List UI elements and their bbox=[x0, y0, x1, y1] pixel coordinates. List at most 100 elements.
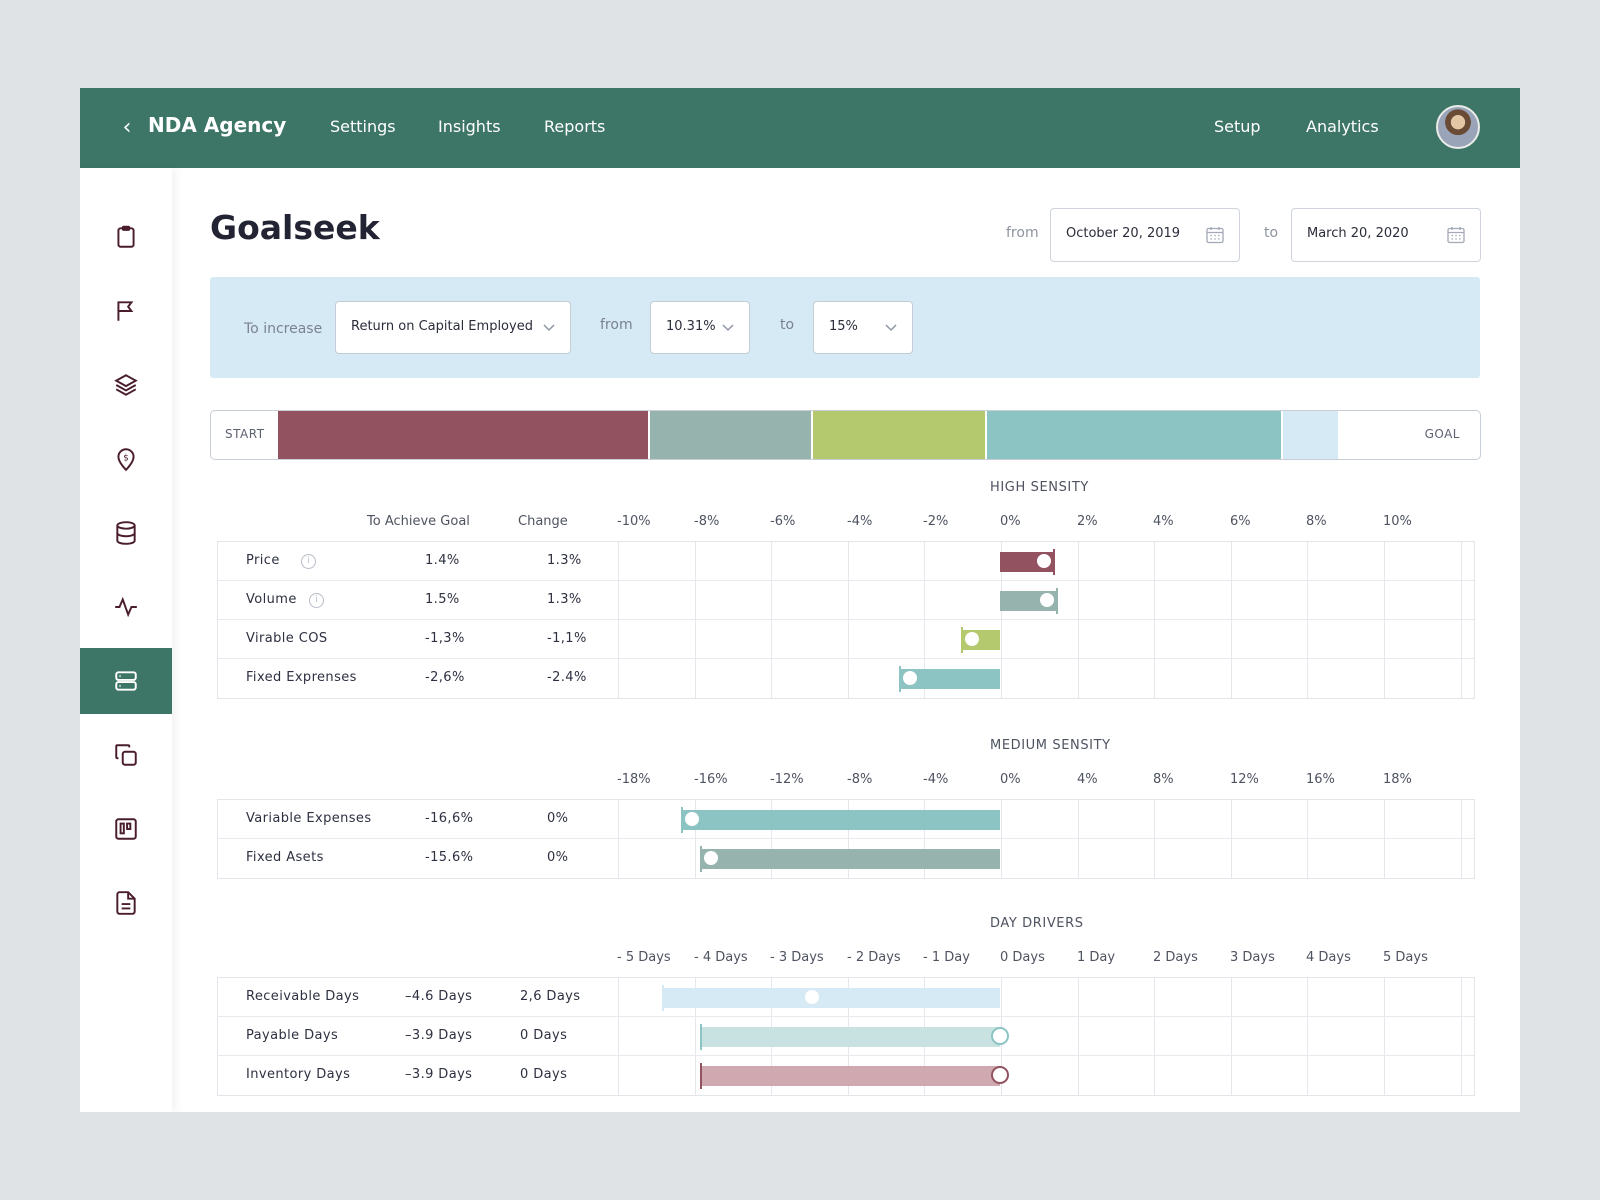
value-slider-knob[interactable] bbox=[1038, 591, 1056, 609]
row-label: Variable Expenses bbox=[246, 811, 372, 826]
calendar-icon[interactable] bbox=[1205, 225, 1225, 245]
value-slider-knob[interactable] bbox=[702, 849, 720, 867]
bar-end-marker bbox=[1056, 588, 1058, 614]
bar-end-marker bbox=[700, 846, 702, 872]
row-change-value: 0 Days bbox=[520, 1028, 568, 1043]
row-label: Payable Days bbox=[246, 1028, 339, 1043]
grid-line bbox=[1154, 542, 1155, 698]
grid-line bbox=[1307, 978, 1308, 1095]
info-icon[interactable]: i bbox=[301, 554, 316, 569]
value-slider-knob[interactable] bbox=[803, 988, 821, 1006]
axis-tick-label: -6% bbox=[770, 514, 796, 529]
bar-end-marker bbox=[1053, 549, 1055, 575]
calendar-icon[interactable] bbox=[1446, 225, 1466, 245]
info-icon[interactable]: i bbox=[309, 593, 324, 608]
grid-line bbox=[1154, 800, 1155, 878]
to-value-select[interactable]: 15% bbox=[813, 301, 913, 354]
axis-tick-label: 4% bbox=[1077, 772, 1098, 787]
axis-tick-label: 0% bbox=[1000, 514, 1021, 529]
date-to-field[interactable]: March 20, 2020 bbox=[1291, 208, 1481, 262]
table-row: Virable COS -1,3% -1,1% bbox=[218, 620, 1474, 659]
axis-tick-label: 1 Day bbox=[1077, 950, 1116, 965]
axis-tick-label: 4 Days bbox=[1306, 950, 1351, 965]
row-change-value: 2,6 Days bbox=[520, 989, 581, 1004]
section-title: DAY DRIVERS bbox=[990, 916, 1084, 931]
axis-tick-label: -8% bbox=[694, 514, 720, 529]
value-slider-knob[interactable] bbox=[683, 810, 701, 828]
row-achieve-value: 1.4% bbox=[425, 553, 460, 568]
sidebar-item-activity[interactable] bbox=[80, 574, 172, 640]
sidebar-item-layers[interactable] bbox=[80, 352, 172, 418]
grid-line bbox=[618, 542, 619, 698]
grid-line bbox=[1001, 800, 1002, 878]
axis-tick-label: 5 Days bbox=[1383, 950, 1428, 965]
grid-line bbox=[618, 978, 619, 1095]
board-icon bbox=[115, 818, 137, 840]
sidebar-item-database[interactable] bbox=[80, 500, 172, 566]
grid-line bbox=[1307, 542, 1308, 698]
grid-line bbox=[1231, 542, 1232, 698]
bar-end-marker bbox=[700, 1063, 702, 1089]
grid-line bbox=[1154, 978, 1155, 1095]
axis-tick-label: - 1 Day bbox=[923, 950, 970, 965]
axis-tick-label: 0% bbox=[1000, 772, 1021, 787]
table-row: Volume i 1.5% 1.3% bbox=[218, 581, 1474, 620]
row-achieve-value: –4.6 Days bbox=[405, 989, 473, 1004]
metric-value: Return on Capital Employed bbox=[351, 319, 533, 334]
table-row: Fixed Asets -15.6% 0% bbox=[218, 839, 1474, 878]
back-chevron-icon[interactable]: ‹ bbox=[122, 115, 132, 140]
row-change-value: 1.3% bbox=[547, 553, 582, 568]
nav-insights[interactable]: Insights bbox=[438, 117, 501, 136]
nav-settings[interactable]: Settings bbox=[330, 117, 396, 136]
grid-line bbox=[848, 800, 849, 878]
grid-line bbox=[618, 800, 619, 878]
grid-line bbox=[848, 542, 849, 698]
sidebar-item-flag[interactable] bbox=[80, 278, 172, 344]
row-label: Price bbox=[246, 553, 280, 568]
metric-select[interactable]: Return on Capital Employed bbox=[335, 301, 571, 354]
sidebar-item-location[interactable]: $ bbox=[80, 426, 172, 492]
from-value-select[interactable]: 10.31% bbox=[650, 301, 750, 354]
nav-analytics[interactable]: Analytics bbox=[1306, 117, 1379, 136]
table-row: Fixed Exprenses -2,6% -2.4% bbox=[218, 659, 1474, 698]
row-label: Virable COS bbox=[246, 631, 328, 646]
user-avatar[interactable] bbox=[1436, 105, 1480, 149]
axis-tick-label: 2% bbox=[1077, 514, 1098, 529]
bar-end-marker bbox=[681, 807, 683, 833]
row-achieve-value: -2,6% bbox=[425, 670, 465, 685]
sidebar-item-server[interactable] bbox=[80, 648, 172, 714]
value-slider-knob[interactable] bbox=[991, 1027, 1009, 1045]
row-change-value: 0% bbox=[547, 850, 569, 865]
nav-reports[interactable]: Reports bbox=[544, 117, 606, 136]
grid-line bbox=[1461, 542, 1462, 698]
grid-line bbox=[695, 542, 696, 698]
row-change-value: 0 Days bbox=[520, 1067, 568, 1082]
progress-start-label: START bbox=[225, 427, 265, 441]
date-from-field[interactable]: October 20, 2019 bbox=[1050, 208, 1240, 262]
value-slider-knob[interactable] bbox=[901, 669, 919, 687]
brand-title: NDA Agency bbox=[148, 113, 287, 137]
sidebar-item-document[interactable] bbox=[80, 870, 172, 936]
axis-tick-label: 16% bbox=[1306, 772, 1335, 787]
grid-line bbox=[1384, 542, 1385, 698]
table-row: Payable Days –3.9 Days 0 Days bbox=[218, 1017, 1474, 1056]
grid-line bbox=[771, 800, 772, 878]
clipboard-icon bbox=[117, 225, 135, 248]
sidebar-item-copy[interactable] bbox=[80, 722, 172, 788]
axis-tick-label: -4% bbox=[847, 514, 873, 529]
axis-tick-label: - 4 Days bbox=[694, 950, 748, 965]
app-window: ‹ NDA Agency Settings Insights Reports S… bbox=[80, 88, 1520, 1112]
value-slider-knob[interactable] bbox=[1035, 552, 1053, 570]
date-to-label: to bbox=[1264, 225, 1279, 241]
sidebar-item-clipboard[interactable] bbox=[80, 204, 172, 270]
grid-line bbox=[1461, 800, 1462, 878]
value-slider-knob[interactable] bbox=[963, 630, 981, 648]
row-achieve-value: -15.6% bbox=[425, 850, 474, 865]
sidebar-item-board[interactable] bbox=[80, 796, 172, 862]
nav-setup[interactable]: Setup bbox=[1214, 117, 1261, 136]
row-achieve-value: –3.9 Days bbox=[405, 1067, 473, 1082]
column-header-change: Change bbox=[518, 514, 568, 529]
database-icon bbox=[116, 521, 136, 545]
axis-tick-label: - 2 Days bbox=[847, 950, 901, 965]
value-slider-knob[interactable] bbox=[991, 1066, 1009, 1084]
